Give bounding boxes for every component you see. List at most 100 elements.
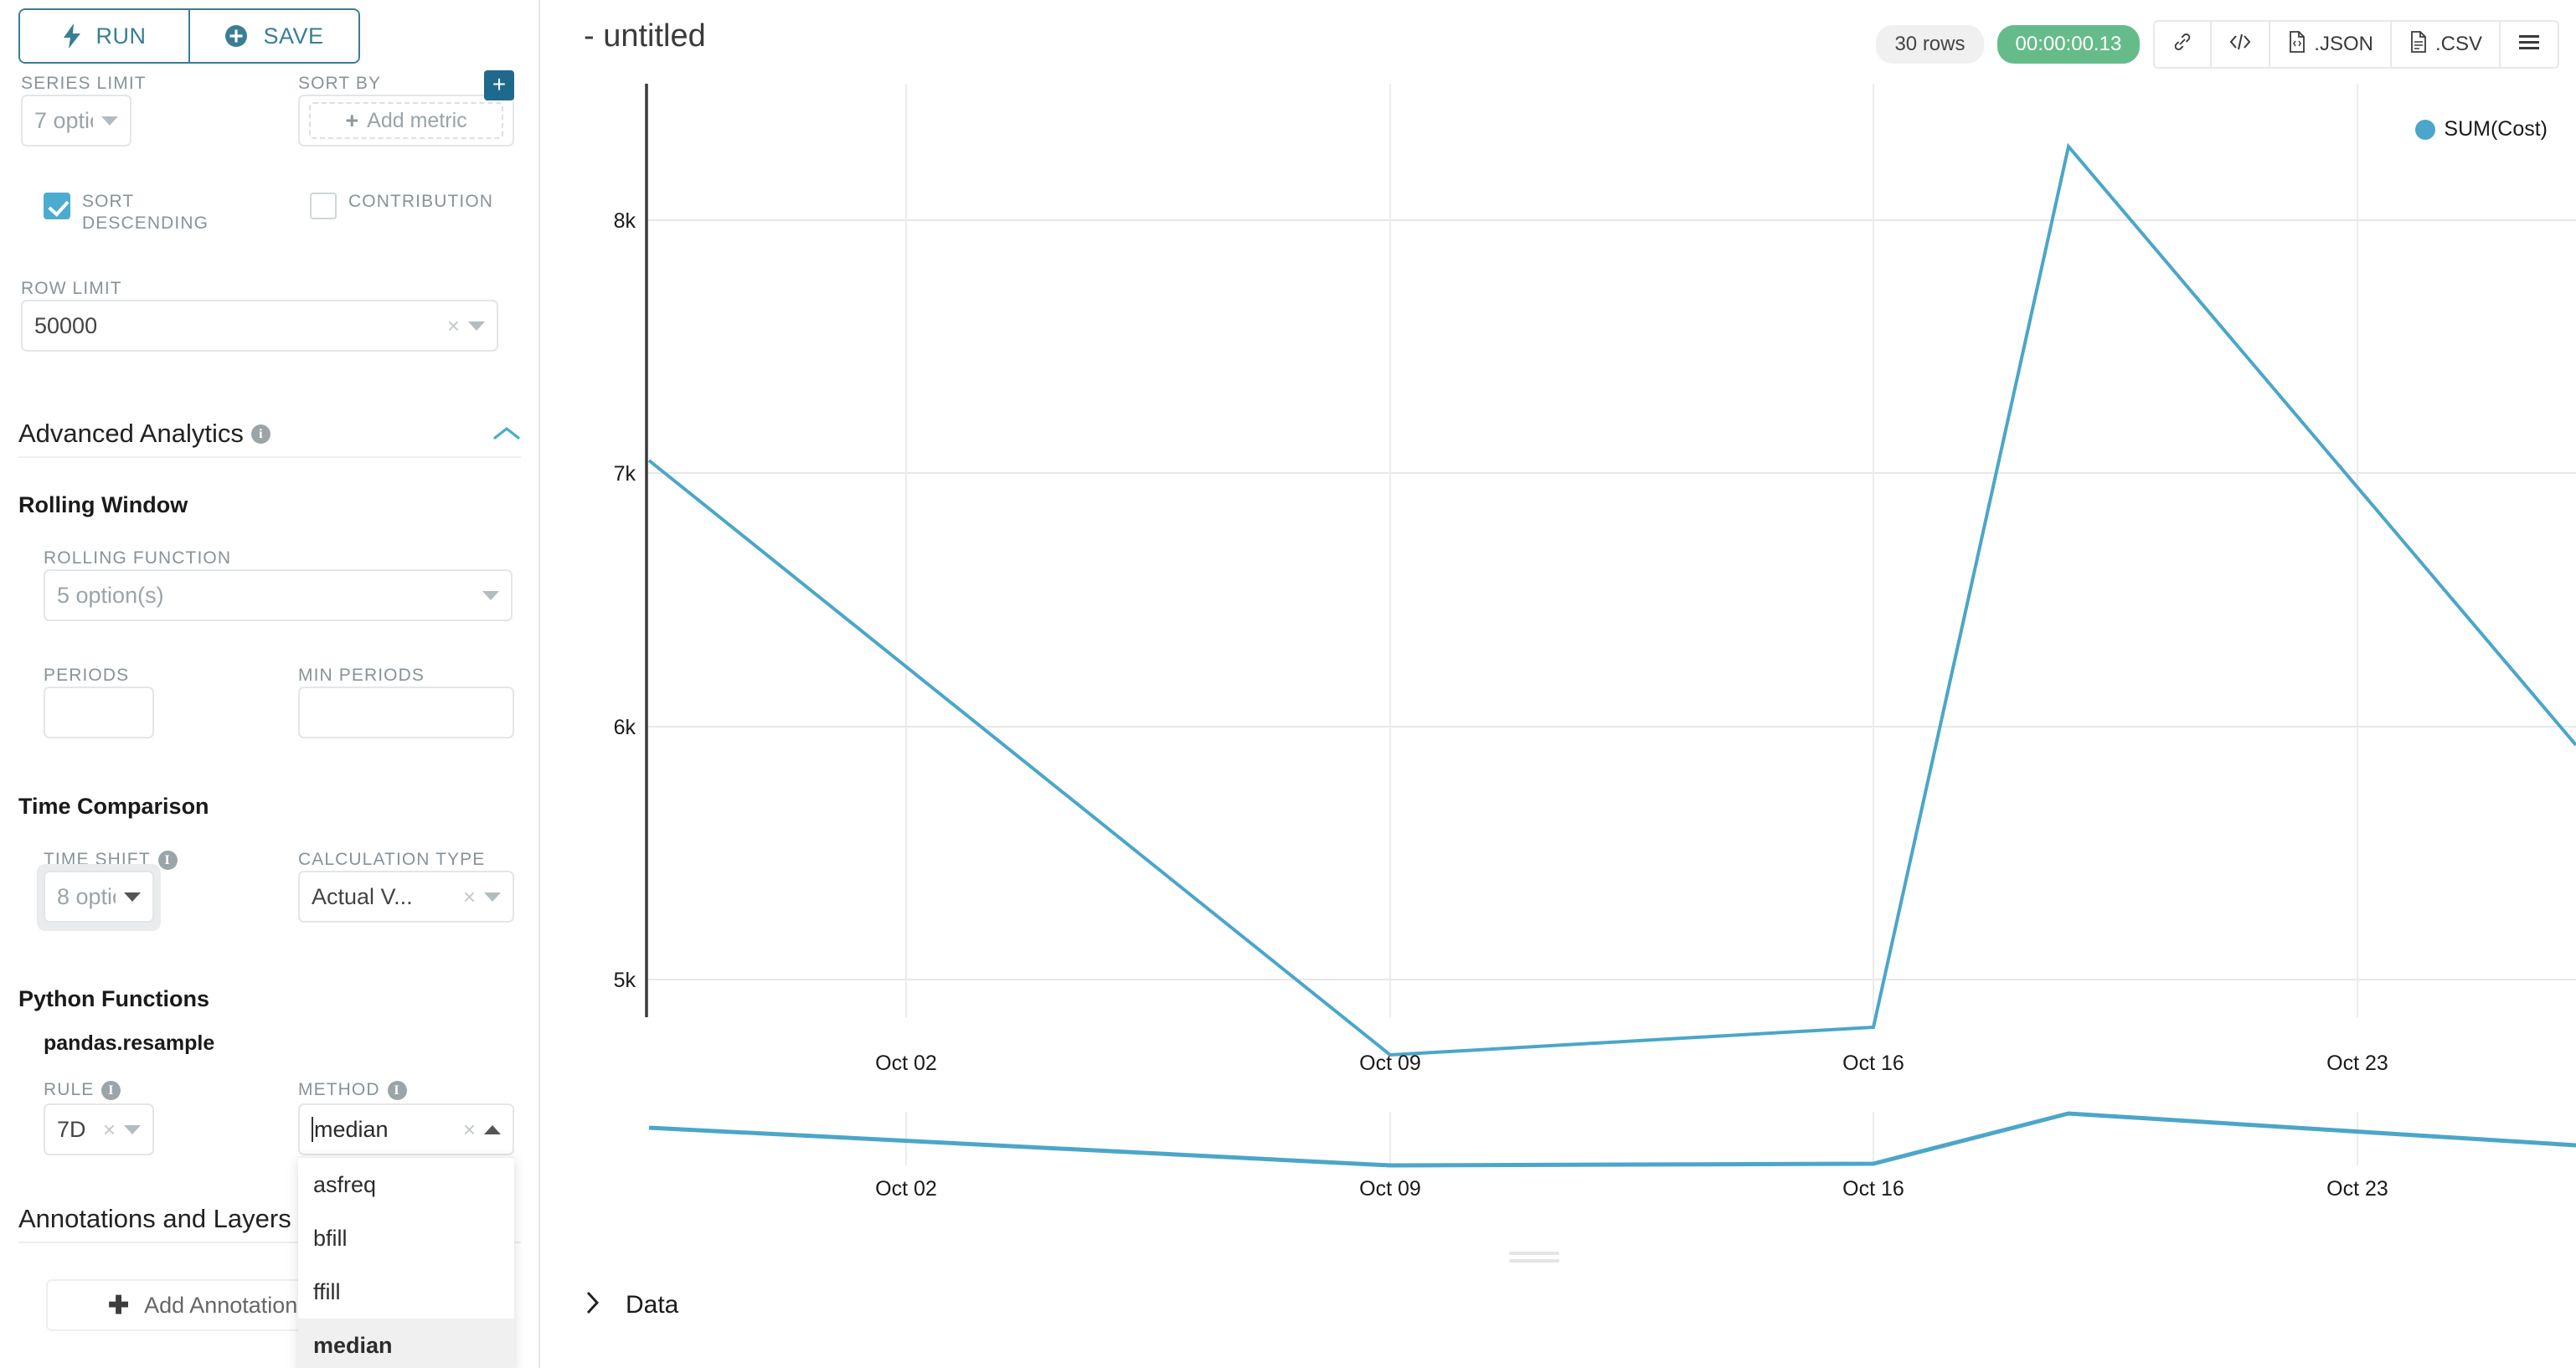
time-comparison-title: Time Comparison bbox=[18, 794, 209, 819]
data-section-toggle[interactable]: Data bbox=[584, 1289, 678, 1321]
export-json-button[interactable]: .JSON bbox=[2269, 22, 2390, 67]
method-option-bfill[interactable]: bfill bbox=[298, 1211, 514, 1265]
calculation-type-select[interactable]: Actual V... × bbox=[298, 871, 514, 923]
annotations-title-label: Annotations and Layers bbox=[18, 1204, 291, 1233]
main-line-chart[interactable]: 8k 7k 6k 5k Oct 02 Oct 09 Oct 16 Oct 23 bbox=[542, 67, 2576, 1097]
periods-input[interactable] bbox=[44, 687, 154, 738]
sort-by-dropzone[interactable]: + Add metric bbox=[298, 95, 514, 147]
query-timer-badge: 00:00:00.13 bbox=[1996, 25, 2141, 64]
calculation-type-label: CALCULATION TYPE bbox=[298, 850, 486, 869]
export-csv-button[interactable]: .CSV bbox=[2389, 22, 2499, 67]
method-option-median[interactable]: median bbox=[298, 1319, 514, 1368]
plus-icon: ✚ bbox=[108, 1291, 130, 1319]
page-title[interactable]: - untitled bbox=[584, 18, 706, 54]
legend-color-dot bbox=[2415, 119, 2436, 140]
run-save-button-group: RUN SAVE bbox=[18, 8, 360, 64]
advanced-analytics-title: Advanced Analytics bbox=[18, 419, 244, 448]
brush-range-chart[interactable]: Oct 02 Oct 09 Oct 16 Oct 23 bbox=[542, 1097, 2576, 1256]
info-icon[interactable]: i bbox=[250, 424, 270, 444]
rule-select[interactable]: 7D × bbox=[44, 1103, 154, 1155]
chevron-down-icon bbox=[124, 1124, 141, 1134]
text-cursor bbox=[312, 1117, 313, 1142]
method-label-row: METHOD i bbox=[298, 1080, 407, 1100]
method-option-ffill[interactable]: ffill bbox=[298, 1265, 514, 1319]
sort-descending-label: SORT DESCENDING bbox=[82, 192, 209, 234]
add-metric-label: Add metric bbox=[367, 108, 467, 132]
svg-text:Oct 16: Oct 16 bbox=[1842, 1177, 1904, 1201]
rolling-window-title: Rolling Window bbox=[18, 492, 188, 517]
clear-icon[interactable]: × bbox=[446, 313, 460, 338]
add-metric-placeholder[interactable]: + Add metric bbox=[309, 102, 503, 139]
rule-value: 7D bbox=[57, 1116, 86, 1142]
x-gridlines bbox=[905, 84, 2358, 1017]
legend-label: SUM(Cost) bbox=[2444, 117, 2548, 141]
row-limit-select[interactable]: 50000 × bbox=[21, 300, 498, 352]
chevron-down-icon bbox=[468, 321, 485, 331]
time-shift-select[interactable]: 8 option(s) bbox=[44, 871, 154, 923]
method-select[interactable]: median × bbox=[298, 1103, 514, 1155]
chevron-up-icon[interactable] bbox=[492, 425, 521, 443]
x-tick-labels: Oct 02 Oct 09 Oct 16 Oct 23 bbox=[875, 1052, 2388, 1075]
time-shift-value: 8 option(s) bbox=[57, 883, 116, 909]
contribution-checkbox-row[interactable]: CONTRIBUTION bbox=[310, 191, 533, 219]
lightning-icon bbox=[63, 23, 81, 49]
chevron-down-icon bbox=[482, 590, 499, 600]
save-button-label: SAVE bbox=[263, 23, 324, 49]
info-icon[interactable]: i bbox=[157, 850, 178, 870]
chart-header-actions: 30 rows 00:00:00.13 bbox=[1876, 20, 2559, 69]
plus-circle-icon bbox=[224, 24, 248, 48]
clear-icon[interactable]: × bbox=[462, 884, 476, 909]
hamburger-icon bbox=[2517, 33, 2541, 57]
chevron-down-icon bbox=[484, 892, 501, 902]
chart-pane: - untitled 30 rows 00:00:00.13 bbox=[542, 0, 2576, 1368]
series-limit-select[interactable]: 7 option(s) bbox=[21, 95, 131, 147]
contribution-checkbox[interactable] bbox=[310, 193, 337, 219]
plus-icon: + bbox=[345, 107, 359, 133]
python-functions-title: Python Functions bbox=[18, 986, 209, 1011]
annotations-section-header[interactable]: Annotations and Layers bbox=[18, 1204, 521, 1234]
svg-text:Oct 09: Oct 09 bbox=[1359, 1177, 1421, 1201]
more-menu-button[interactable] bbox=[2499, 22, 2558, 67]
pandas-resample-subtitle: pandas.resample bbox=[44, 1031, 215, 1055]
resize-handle[interactable] bbox=[1509, 1252, 1559, 1265]
method-value: median bbox=[314, 1116, 389, 1142]
svg-text:Oct 02: Oct 02 bbox=[875, 1177, 937, 1201]
clear-icon[interactable]: × bbox=[102, 1117, 116, 1142]
embed-code-button[interactable] bbox=[2210, 22, 2269, 67]
add-series-button[interactable]: + bbox=[484, 70, 514, 100]
chart-legend[interactable]: SUM(Cost) bbox=[2415, 117, 2548, 141]
brush-series-line bbox=[648, 1111, 2576, 1168]
save-button[interactable]: SAVE bbox=[188, 10, 358, 62]
svg-text:Oct 09: Oct 09 bbox=[1359, 1052, 1421, 1075]
brush-x-tick-labels: Oct 02 Oct 09 Oct 16 Oct 23 bbox=[875, 1177, 2388, 1201]
calculation-type-value: Actual V... bbox=[312, 883, 413, 909]
info-icon[interactable]: i bbox=[101, 1080, 121, 1100]
min-periods-input[interactable] bbox=[298, 687, 514, 738]
json-file-icon bbox=[2287, 30, 2307, 59]
advanced-analytics-section-header[interactable]: Advanced Analytics i bbox=[18, 419, 521, 449]
control-panel: RUN SAVE SERIES LIMIT 7 option(s) SORT B… bbox=[0, 0, 540, 1368]
min-periods-label: MIN PERIODS bbox=[298, 666, 425, 685]
chevron-down-icon bbox=[101, 116, 118, 126]
export-csv-label: .CSV bbox=[2434, 33, 2482, 55]
svg-text:8k: 8k bbox=[614, 209, 636, 233]
svg-text:7k: 7k bbox=[614, 462, 636, 486]
rolling-function-select[interactable]: 5 option(s) bbox=[44, 569, 513, 621]
chevron-up-icon bbox=[484, 1124, 501, 1134]
handle-bar bbox=[1509, 1252, 1559, 1255]
clear-icon[interactable]: × bbox=[462, 1117, 476, 1142]
csv-file-icon bbox=[2409, 30, 2429, 59]
run-button-label: RUN bbox=[95, 23, 147, 49]
info-icon[interactable]: i bbox=[387, 1080, 407, 1100]
data-section-label: Data bbox=[626, 1291, 679, 1319]
method-option-asfreq[interactable]: asfreq bbox=[298, 1158, 514, 1211]
sort-by-label: SORT BY bbox=[298, 74, 382, 93]
run-button[interactable]: RUN bbox=[20, 10, 188, 62]
share-link-button[interactable] bbox=[2155, 22, 2211, 67]
y-gridlines bbox=[647, 219, 2576, 980]
sort-descending-checkbox[interactable] bbox=[44, 193, 70, 219]
sort-descending-checkbox-row[interactable]: SORT DESCENDING bbox=[44, 191, 208, 235]
row-limit-label: ROW LIMIT bbox=[21, 279, 122, 298]
svg-text:Oct 16: Oct 16 bbox=[1842, 1052, 1904, 1075]
divider bbox=[18, 1242, 521, 1243]
